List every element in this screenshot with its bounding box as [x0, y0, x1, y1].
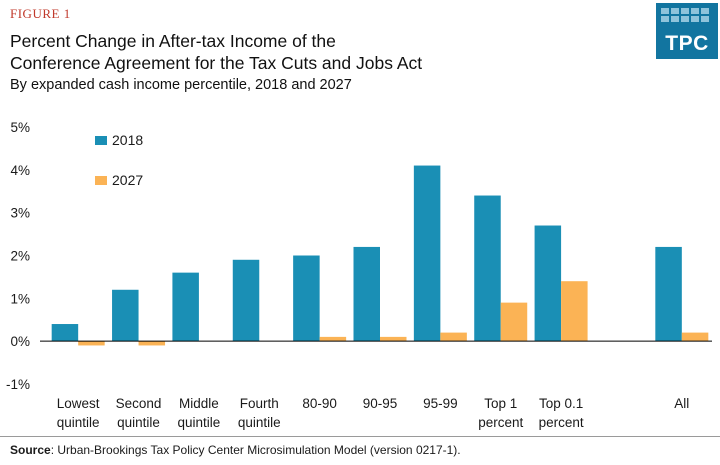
- legend-swatch-2027: [95, 176, 107, 185]
- bar-2027-6: [440, 332, 467, 342]
- chart-subtitle: By expanded cash income percentile, 2018…: [10, 77, 352, 93]
- y-tick-label: 3%: [10, 206, 30, 221]
- bar-2018-1: [112, 289, 139, 342]
- tpc-logo: TPC: [656, 3, 718, 59]
- bar-2018-0: [51, 324, 79, 342]
- logo-text: TPC: [665, 32, 709, 55]
- x-tick-label: quintile: [178, 415, 221, 430]
- source-divider: [0, 436, 720, 437]
- y-tick-label: -1%: [6, 377, 30, 392]
- source-note: Source: Urban-Brookings Tax Policy Cente…: [10, 443, 461, 457]
- figure-label: FIGURE 1: [10, 6, 71, 21]
- bar-2018-4: [293, 255, 320, 342]
- y-tick-label: 0%: [10, 334, 30, 349]
- chart-title: Percent Change in After-tax Income of th…: [10, 30, 610, 74]
- x-tick-label: quintile: [238, 415, 281, 430]
- x-tick-label: percent: [539, 415, 584, 430]
- bar-2027-7: [500, 302, 528, 342]
- x-tick-label: 95-99: [423, 396, 458, 411]
- chart-title-line-1: Percent Change in After-tax Income of th…: [10, 31, 336, 51]
- bar-2018-5: [353, 246, 380, 342]
- x-tick-label: 80-90: [302, 396, 337, 411]
- x-tick-label: Top 0.1: [539, 396, 583, 411]
- bar-2027-1: [138, 341, 166, 346]
- source-text: : Urban-Brookings Tax Policy Center Micr…: [50, 443, 461, 457]
- bar-2018-6: [413, 165, 441, 342]
- y-tick-label: 4%: [10, 163, 30, 178]
- y-tick-label: 1%: [10, 291, 30, 306]
- bar-2018-2: [172, 272, 199, 342]
- x-tick-label: All: [674, 396, 689, 411]
- x-tick-label: 90-95: [363, 396, 398, 411]
- x-tick-label: Lowest: [57, 396, 100, 411]
- bar-2018-7: [474, 195, 501, 342]
- source-label: Source: [10, 443, 51, 457]
- bar-chart: -1% 0% 1% 2% 3% 4% 5% Lowest quintile Second quint…: [6, 120, 712, 430]
- bar-2018-3: [232, 259, 260, 342]
- x-tick-label: quintile: [57, 415, 100, 430]
- bar-2027-5: [380, 336, 407, 342]
- bar-2027-10: [681, 332, 709, 342]
- bar-2027-4: [319, 336, 347, 342]
- x-tick-label: Second: [116, 396, 162, 411]
- logo-grid-icon: [661, 8, 709, 22]
- bar-2018-10: [655, 246, 682, 342]
- bar-2018-8: [534, 225, 562, 342]
- x-tick-label: Fourth: [240, 396, 279, 411]
- bar-2027-8: [561, 281, 588, 342]
- legend-label-2018: 2018: [112, 132, 143, 148]
- x-tick-label: Top 1: [484, 396, 517, 411]
- x-tick-label: quintile: [117, 415, 160, 430]
- x-tick-label: percent: [478, 415, 523, 430]
- legend-label-2027: 2027: [112, 172, 143, 188]
- y-tick-label: 2%: [10, 249, 30, 264]
- chart-title-line-2: Conference Agreement for the Tax Cuts an…: [10, 53, 423, 73]
- x-tick-label: Middle: [179, 396, 219, 411]
- legend-swatch-2018: [95, 136, 107, 145]
- bar-2027-0: [78, 341, 105, 346]
- y-tick-label: 5%: [10, 120, 30, 135]
